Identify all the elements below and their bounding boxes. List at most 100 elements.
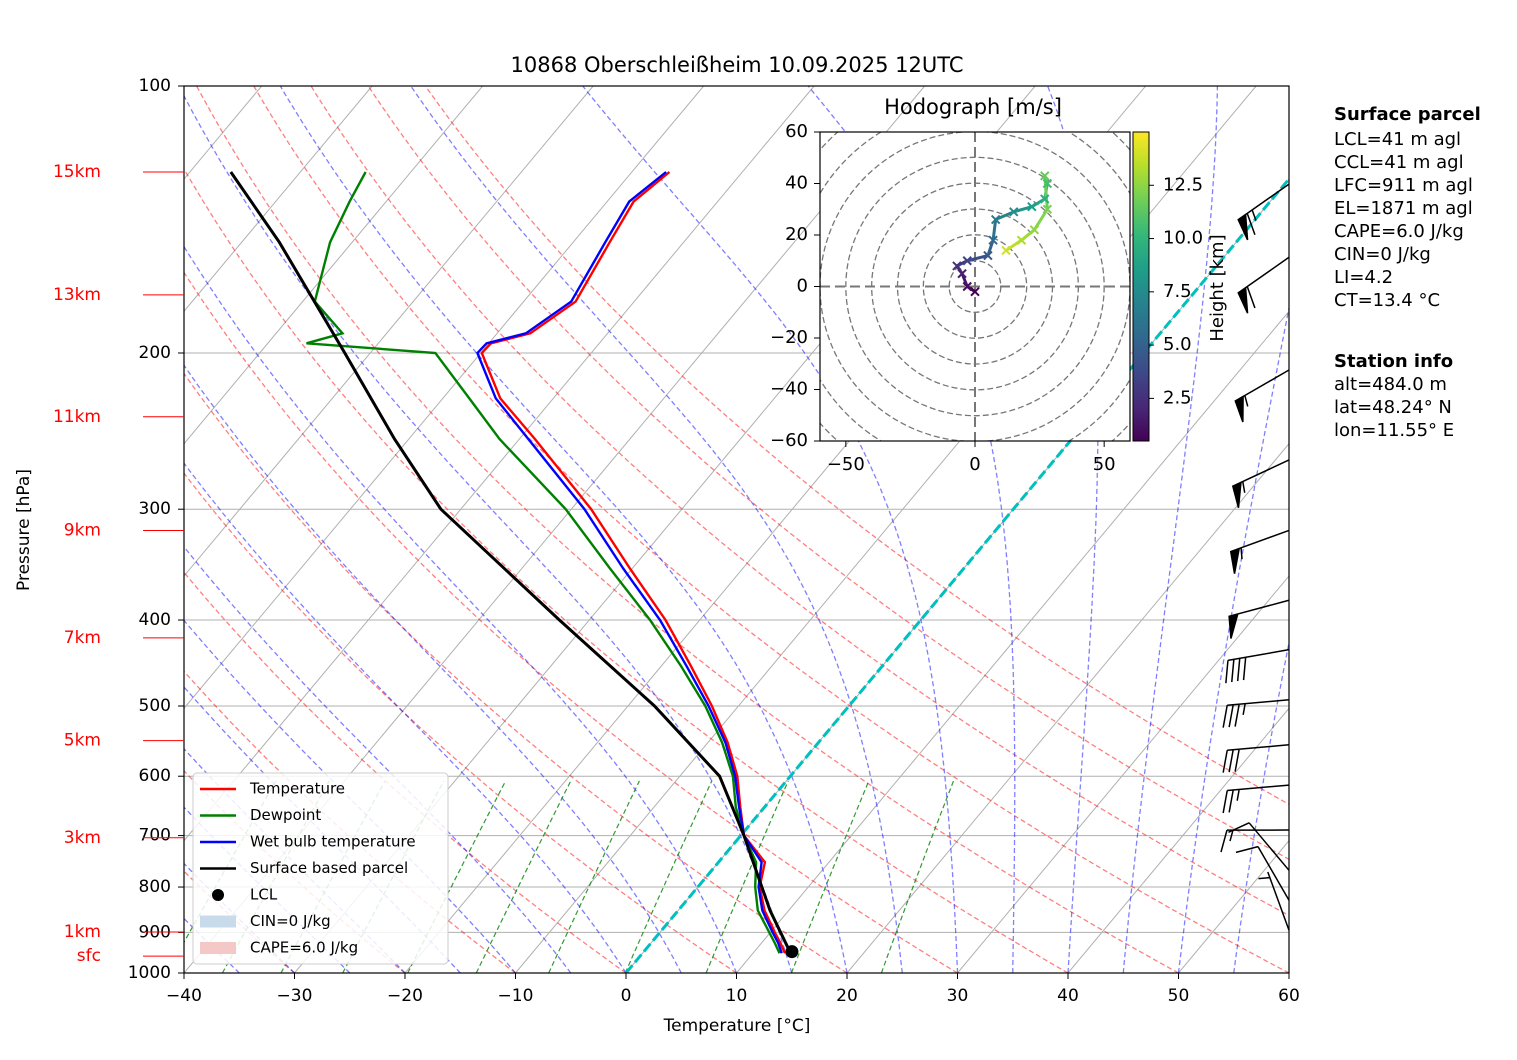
hodograph-point — [1042, 178, 1053, 189]
hodograph-point — [962, 281, 972, 292]
legend-swatch — [200, 915, 236, 928]
info-line: EL=1871 m agl — [1334, 198, 1473, 219]
wind-barb — [1220, 829, 1290, 853]
hodograph-point — [1029, 225, 1040, 235]
hodograph-point — [1016, 235, 1027, 245]
info-title: Surface parcel — [1334, 104, 1481, 125]
isotherm — [184, 86, 373, 313]
isotherm — [736, 310, 1289, 973]
info-panel: Surface parcel Station info LCL=41 m agl… — [1334, 104, 1481, 441]
dry-adiabat — [196, 86, 1179, 973]
profile-line — [306, 171, 781, 954]
x-tick-label: −40 — [166, 986, 202, 1006]
x-tick-label: 20 — [836, 986, 858, 1006]
hodograph: Hodograph [m/s] −50 0 50 −60 −40 −20 0 20 40 60 2.5… — [770, 95, 1228, 475]
moist-adiabat — [1046, 86, 1099, 973]
y-tick-label: 60 — [785, 121, 808, 142]
hodograph-ring — [922, 234, 1028, 339]
info-line: alt=484.0 m — [1334, 374, 1447, 395]
hodograph-title: Hodograph [m/s] — [884, 95, 1062, 119]
x-axis-label: Temperature [°C] — [663, 1016, 811, 1036]
x-tick-label: −10 — [498, 986, 534, 1006]
hodograph-ring — [845, 156, 1105, 417]
legend-label: LCL — [250, 886, 278, 904]
isotherm — [184, 86, 594, 577]
hodograph-point — [990, 214, 1001, 225]
y-axis-label: Pressure [hPa] — [14, 469, 34, 591]
wind-barb — [1222, 784, 1290, 814]
hodograph-point — [1040, 194, 1050, 204]
height-label: 11km — [53, 407, 101, 427]
dry-adiabat — [184, 167, 1069, 973]
y-tick-label: 200 — [139, 343, 171, 363]
info-line: CCL=41 m agl — [1334, 152, 1464, 173]
legend-label: Dewpoint — [250, 806, 321, 824]
chart-title: 10868 Oberschleißheim 10.09.2025 12UTC — [511, 53, 964, 77]
height-label: 9km — [64, 520, 101, 540]
wind-barb — [1222, 744, 1290, 773]
mixing-ratio-line — [475, 780, 572, 973]
y-tick-label: 700 — [139, 826, 171, 846]
mixing-ratio-line — [624, 780, 713, 973]
hodograph-point — [957, 268, 967, 279]
x-tick-label: 50 — [1093, 454, 1116, 475]
moist-adiabat — [279, 86, 848, 973]
isotherm — [1067, 707, 1289, 973]
y-tick-label: 1000 — [128, 963, 171, 983]
colorbar-tick-label: 2.5 — [1163, 387, 1192, 408]
info-line: LFC=911 m agl — [1334, 175, 1473, 196]
profile-line — [475, 171, 783, 954]
profile-line — [229, 171, 792, 954]
x-tick-label: 0 — [621, 986, 632, 1006]
isotherm — [184, 86, 484, 445]
wind-barb — [1229, 529, 1290, 574]
hodograph-point — [952, 261, 962, 271]
y-tick-label: −20 — [770, 327, 808, 348]
profiles — [229, 171, 1289, 973]
info-line: LI=4.2 — [1334, 267, 1393, 288]
x-tick-label: 60 — [1278, 986, 1300, 1006]
hodograph-point — [1042, 204, 1053, 214]
hodograph-segment — [986, 239, 995, 257]
dry-adiabat — [184, 472, 737, 973]
lcl-marker — [785, 945, 799, 959]
colorbar-label: Height [km] — [1207, 234, 1228, 341]
hodograph-plot — [820, 132, 1130, 441]
wind-barb — [1222, 699, 1290, 728]
dry-adiabat — [310, 86, 1289, 917]
axes: −40 −30 −20 −10 0 10 20 30 40 50 60100200300400500… — [53, 76, 1300, 1006]
height-label: sfc — [77, 946, 101, 966]
hodograph-point — [962, 256, 972, 266]
moist-adiabat — [184, 245, 738, 973]
profile-line — [480, 171, 787, 954]
wind-barb — [1258, 871, 1290, 931]
y-tick-label: 400 — [139, 610, 171, 630]
dry-adiabat — [367, 86, 1289, 861]
hodograph-segment — [1013, 205, 1033, 214]
y-tick-label: −40 — [770, 379, 808, 400]
freezing-isotherm — [624, 176, 1289, 973]
hodograph-segment — [991, 219, 998, 241]
dry-adiabat — [184, 372, 848, 973]
x-tick-label: 30 — [947, 986, 969, 1006]
x-tick-label: −20 — [387, 986, 423, 1006]
isotherm — [846, 442, 1289, 973]
moist-adiabat — [184, 462, 627, 973]
moist-adiabat — [184, 364, 682, 973]
legend-label: CAPE=6.0 J/kg — [250, 939, 358, 957]
moist-adiabat — [582, 86, 959, 973]
hodograph-point — [983, 250, 993, 261]
wind-barb — [1225, 648, 1290, 684]
height-label: 1km — [64, 922, 101, 942]
colorbar-tick-label: 12.5 — [1163, 174, 1203, 195]
mixing-ratio-line — [548, 780, 640, 973]
colorbar-tick-label: 7.5 — [1163, 281, 1192, 302]
x-tick-label: 10 — [726, 986, 748, 1006]
dry-adiabat — [253, 86, 1289, 973]
hodograph-point — [970, 286, 980, 297]
x-tick-label: 50 — [1168, 986, 1190, 1006]
colorbar-tick-label: 10.0 — [1163, 228, 1203, 249]
hodograph-point — [1027, 201, 1037, 212]
hodograph-segment — [995, 210, 1015, 221]
y-tick-label: 300 — [139, 499, 171, 519]
